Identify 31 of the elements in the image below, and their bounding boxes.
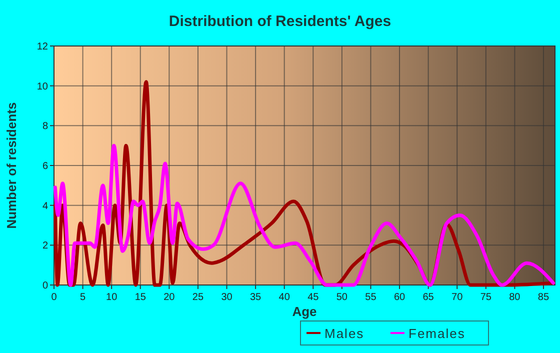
legend-label: Females	[408, 326, 466, 341]
x-tick-label: 65	[422, 292, 434, 303]
x-tick-label: 10	[106, 292, 118, 303]
x-tick-label: 20	[164, 292, 176, 303]
x-tick-label: 85	[538, 292, 550, 303]
y-tick-label: 4	[42, 200, 48, 212]
x-tick-label: 35	[250, 292, 262, 303]
x-tick-label: 5	[80, 292, 86, 303]
y-tick-label: 2	[42, 240, 48, 252]
x-axis-title: Age	[292, 304, 317, 319]
x-tick-label: 45	[308, 292, 320, 303]
legend-label: Males	[324, 326, 364, 341]
x-tick-label: 75	[480, 292, 492, 303]
x-tick-label: 55	[365, 292, 377, 303]
y-axis-title: Number of residents	[4, 102, 19, 229]
x-tick-label: 0	[51, 292, 58, 303]
x-tick-label: 25	[192, 292, 204, 303]
y-tick-label: 10	[36, 81, 48, 92]
x-tick-label: 70	[452, 292, 464, 303]
x-tick-label: 15	[134, 292, 146, 303]
x-tick-label: 60	[394, 292, 406, 303]
x-tick-label: 80	[509, 292, 521, 303]
y-tick-label: 12	[36, 42, 48, 52]
x-tick-label: 40	[278, 292, 290, 303]
line-series	[53, 144, 556, 287]
y-tick-label: 0	[42, 280, 48, 292]
chart-title: Distribution of Residents' Ages	[168, 13, 392, 30]
y-tick-label: 6	[42, 161, 48, 172]
x-tick-label: 50	[336, 292, 348, 303]
x-tick-label: 30	[221, 292, 233, 303]
y-tick-label: 8	[42, 121, 48, 132]
